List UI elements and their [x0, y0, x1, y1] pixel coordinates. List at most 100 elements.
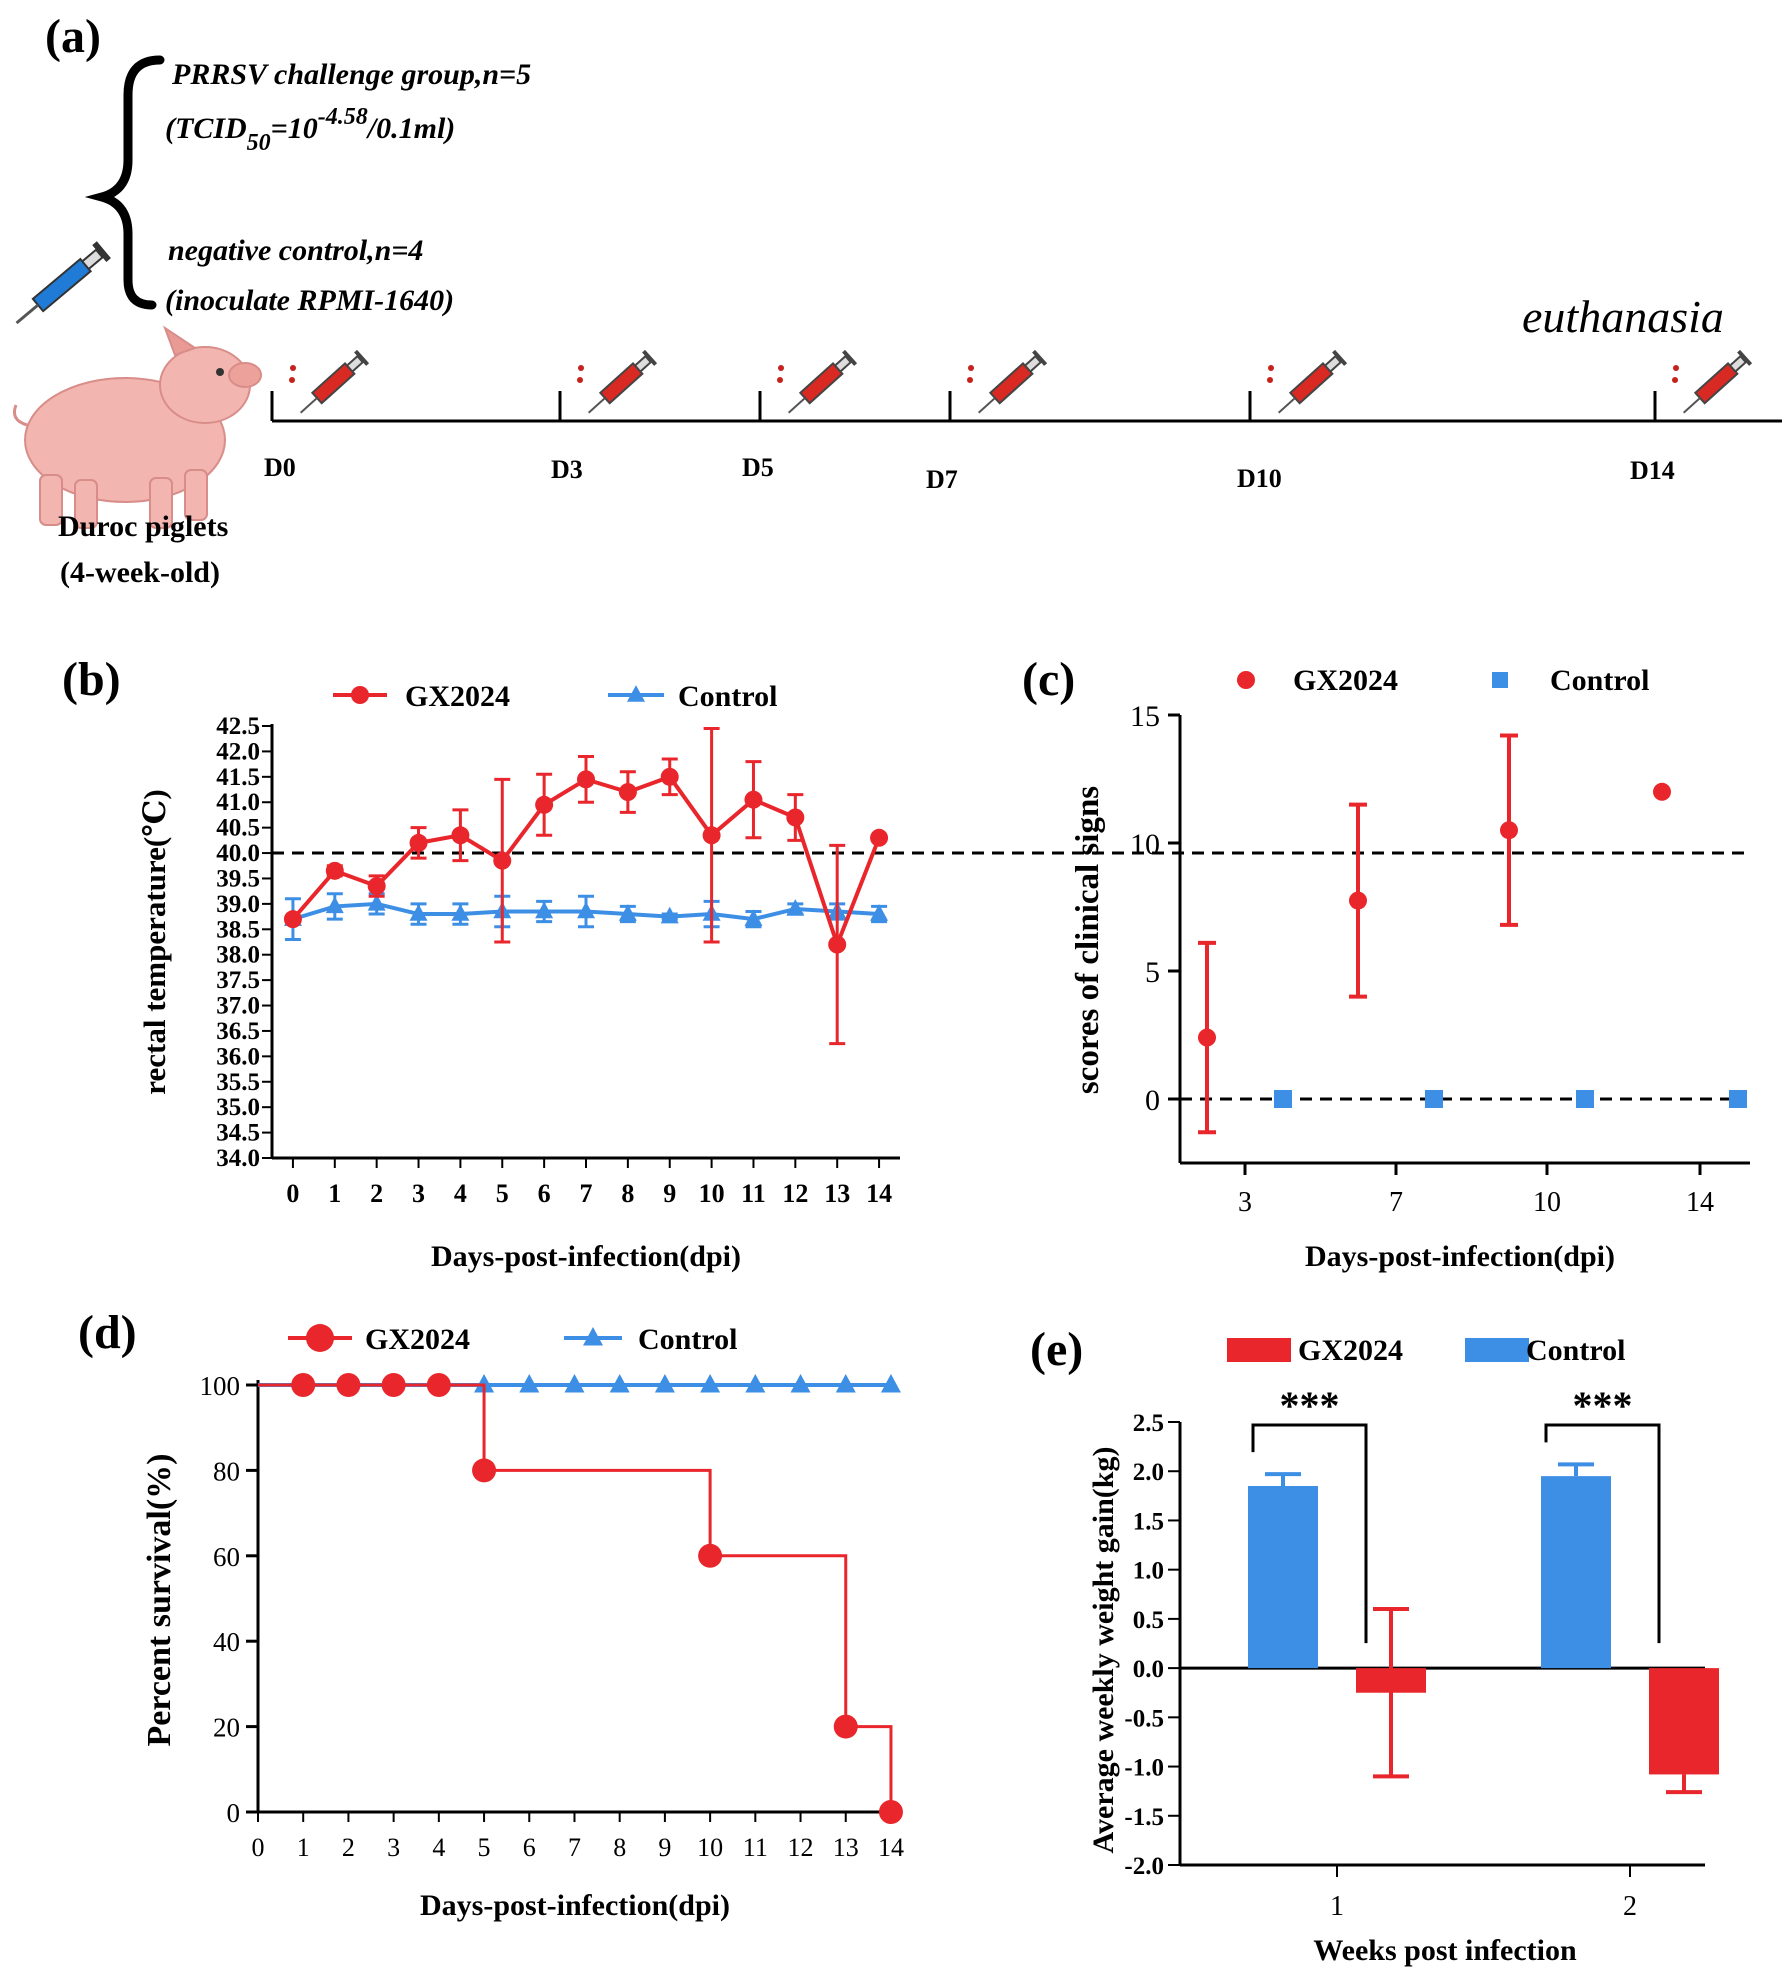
data-point	[1576, 1090, 1594, 1108]
y-tick-label: 37.5	[216, 967, 260, 994]
syringe-handle	[1737, 349, 1753, 366]
x-tick-label: 7	[1389, 1187, 1403, 1218]
group2-detail: (inoculate RPMI-1640)	[165, 284, 454, 317]
group1-dose-part: (TCID	[165, 112, 247, 145]
curly-brace-icon	[84, 55, 165, 310]
x-tick-label: 0	[252, 1833, 265, 1862]
x-tick-label: 12	[788, 1833, 814, 1862]
data-point	[367, 877, 386, 896]
y-tick-label: -2.0	[1124, 1853, 1164, 1880]
bar-gx2024	[1649, 1668, 1719, 1775]
x-tick-label: 7	[580, 1179, 593, 1208]
panel-b-label: (b)	[62, 653, 121, 706]
blood-syringe-icon	[977, 349, 1048, 414]
data-point	[564, 1374, 585, 1393]
data-point	[367, 893, 386, 911]
x-tick-label: 0	[286, 1179, 299, 1208]
data-point	[654, 1374, 675, 1393]
data-point	[381, 1373, 406, 1397]
legend-control-label: Control	[678, 680, 777, 713]
blood-drop-icon	[289, 377, 295, 383]
significance-bracket	[1544, 1423, 1661, 1644]
data-point	[660, 906, 679, 924]
legend-control-label: Control	[1550, 664, 1649, 697]
series-step-gx2024	[258, 1383, 893, 1812]
data-point	[786, 808, 805, 827]
blood-syringe-icon	[787, 349, 858, 414]
panel-e-label: (e)	[1030, 1323, 1083, 1376]
data-point	[493, 851, 512, 870]
x-tick-label: 5	[478, 1833, 491, 1862]
y-axis-title: Percent survival(%)	[141, 1453, 178, 1746]
group1-dose: (TCID50=10-4.58/0.1ml)	[165, 104, 455, 156]
data-point	[790, 1374, 811, 1393]
timeline-day-label: D3	[551, 455, 583, 484]
bar-control	[1541, 1476, 1611, 1669]
legend-control-label: Control	[1526, 1334, 1625, 1367]
legend-control-marker	[627, 685, 645, 702]
x-axis-title: Days-post-infection(dpi)	[431, 1240, 741, 1273]
data-point	[833, 1714, 858, 1739]
x-tick-label: 6	[523, 1833, 536, 1862]
x-tick-label: 14	[878, 1833, 904, 1862]
blood-syringe-icon	[587, 349, 658, 414]
syringe-handle	[354, 349, 370, 366]
legend-gx2024-label: GX2024	[1293, 664, 1398, 697]
group1-dose-eq: =10	[271, 112, 318, 145]
y-tick-label: 10	[1130, 828, 1160, 861]
y-tick-label: 41.0	[216, 789, 260, 816]
data-point	[618, 904, 637, 921]
panel-a: (a) PRRSV challenge group,n=5 (TCID50=10…	[12, 10, 1782, 589]
legend-gx2024-marker	[1237, 671, 1255, 689]
x-tick-label: 10	[1533, 1187, 1561, 1218]
data-point	[828, 935, 847, 954]
panel-c-label: (c)	[1022, 653, 1075, 706]
y-tick-label: -1.5	[1124, 1804, 1164, 1831]
syringe-barrel	[310, 361, 356, 405]
y-tick-label: 42.0	[216, 738, 260, 765]
data-point	[577, 770, 595, 789]
panel-c: (c) GX2024 Control 0 5 10 15 3 7 10 14 Days-post-in…	[1022, 653, 1750, 1273]
legend-gx2024-marker	[351, 686, 369, 704]
x-tick-label: 7	[568, 1833, 581, 1862]
y-tick-label: 38.0	[216, 942, 260, 969]
y-tick-label: 0	[1145, 1084, 1160, 1117]
y-tick-label: 0	[227, 1798, 241, 1828]
data-point	[291, 1373, 316, 1397]
data-point	[474, 1374, 495, 1393]
x-tick-label: 1	[1330, 1891, 1344, 1922]
syringe-needle	[977, 397, 996, 414]
group1-dose-sub: 50	[247, 130, 271, 156]
syringe-needle	[587, 397, 606, 414]
blood-drop-icon	[968, 365, 974, 371]
data-point	[409, 904, 428, 921]
syringe-barrel	[598, 361, 644, 405]
data-point	[870, 828, 889, 847]
y-tick-label: -0.5	[1124, 1705, 1164, 1732]
bar-control	[1248, 1485, 1318, 1669]
data-point	[325, 861, 344, 880]
timeline-day-label: D7	[926, 465, 958, 494]
timeline-day-label: D14	[1630, 456, 1675, 485]
y-tick-label: 37.0	[216, 993, 260, 1020]
legend-control-marker	[1492, 672, 1508, 688]
data-point	[535, 795, 554, 814]
group2-label: negative control,n=4	[168, 234, 423, 267]
data-point	[835, 1374, 856, 1393]
y-tick-label: 5	[1145, 956, 1160, 989]
data-point	[870, 904, 889, 921]
legend-gx2024-label: GX2024	[1298, 1334, 1403, 1367]
y-tick-label: 34.0	[216, 1145, 260, 1172]
data-point	[1198, 1028, 1216, 1047]
syringe-barrel	[988, 361, 1034, 405]
blood-drop-icon	[290, 365, 296, 371]
blood-drop-icon	[1672, 377, 1678, 383]
legend-control-marker	[583, 1327, 603, 1346]
significance-label: ***	[1573, 1383, 1633, 1428]
legend-gx2024-marker	[306, 1324, 334, 1352]
data-point	[451, 904, 470, 921]
y-tick-label: 36.5	[216, 1018, 260, 1045]
syringe-needle	[1682, 397, 1701, 414]
data-point	[745, 1374, 766, 1393]
y-tick-label: 80	[213, 1456, 240, 1486]
